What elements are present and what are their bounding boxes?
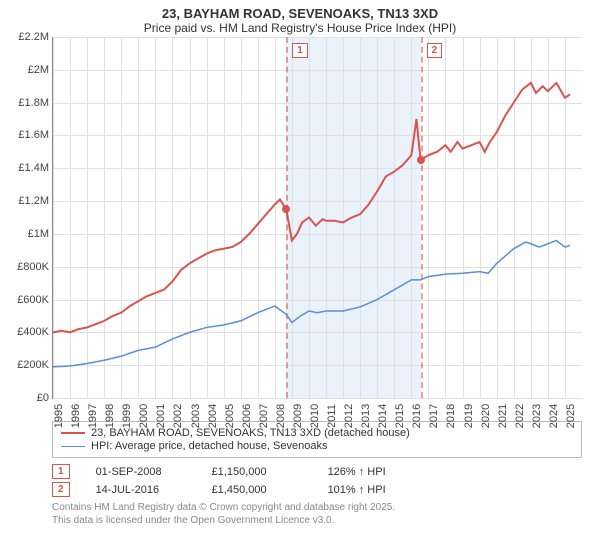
x-tick-label: 2004	[207, 404, 219, 428]
x-tick-label: 2001	[155, 404, 167, 428]
grid-h	[53, 398, 582, 399]
x-tick-label: 2007	[258, 404, 270, 428]
series-line	[53, 240, 570, 366]
x-tick-label: 1999	[121, 404, 133, 428]
y-tick-label: £200K	[17, 359, 53, 371]
legend-swatch	[61, 446, 85, 447]
sales-row: 2 14-JUL-2016 £1,450,000 101% ↑ HPI	[52, 482, 582, 497]
footer-line2: This data is licensed under the Open Gov…	[52, 514, 582, 527]
sales-date: 01-SEP-2008	[96, 466, 186, 478]
marker-badge: 1	[292, 43, 308, 58]
x-tick-label: 2018	[445, 404, 457, 428]
y-tick-label: £1.6M	[18, 129, 53, 141]
y-tick-label: £600K	[17, 294, 53, 306]
x-tick-label: 2005	[224, 404, 236, 428]
y-tick-label: £1.2M	[18, 195, 53, 207]
sales-price: £1,450,000	[212, 484, 302, 496]
x-tick-label: 2023	[531, 404, 543, 428]
x-tick-label: 2002	[172, 404, 184, 428]
footer-line1: Contains HM Land Registry data © Crown c…	[52, 501, 582, 514]
x-tick-label: 2012	[343, 404, 355, 428]
plot-region: £0£200K£400K£600K£800K£1M£1.2M£1.4M£1.6M…	[52, 37, 582, 399]
x-tick-label: 2008	[275, 404, 287, 428]
x-tick-label: 2025	[565, 404, 577, 428]
y-tick-label: £800K	[17, 261, 53, 273]
x-tick-label: 2024	[548, 404, 560, 428]
y-tick-label: £2M	[28, 64, 53, 76]
sales-date: 14-JUL-2016	[96, 484, 186, 496]
legend-item: HPI: Average price, detached house, Seve…	[61, 440, 573, 452]
series-svg	[53, 37, 582, 398]
x-tick-label: 2009	[292, 404, 304, 428]
legend-item: 23, BAYHAM ROAD, SEVENOAKS, TN13 3XD (de…	[61, 427, 573, 439]
x-tick-label: 2003	[190, 404, 202, 428]
x-tick-label: 1996	[70, 404, 82, 428]
y-tick-label: £1.4M	[18, 162, 53, 174]
marker-dot	[282, 205, 290, 213]
y-tick-label: £2.2M	[18, 31, 53, 43]
x-tick-label: 2015	[394, 404, 406, 428]
y-tick-label: £400K	[17, 326, 53, 338]
legend-label: 23, BAYHAM ROAD, SEVENOAKS, TN13 3XD (de…	[91, 427, 410, 439]
sales-delta: 101% ↑ HPI	[328, 484, 386, 496]
x-tick-label: 2014	[377, 404, 389, 428]
title-line2: Price paid vs. HM Land Registry's House …	[0, 21, 600, 35]
sales-table: 1 01-SEP-2008 £1,150,000 126% ↑ HPI 2 14-JUL-…	[52, 464, 582, 497]
x-tick-label: 2022	[514, 404, 526, 428]
x-tick-label: 1995	[53, 404, 65, 428]
x-tick-label: 2011	[326, 404, 338, 428]
x-tick-label: 2006	[241, 404, 253, 428]
x-tick-label: 2010	[309, 404, 321, 428]
x-tick-label: 1997	[87, 404, 99, 428]
x-tick-label: 2019	[463, 404, 475, 428]
title-line1: 23, BAYHAM ROAD, SEVENOAKS, TN13 3XD	[0, 6, 600, 21]
x-tick-label: 2021	[497, 404, 509, 428]
chart-title: 23, BAYHAM ROAD, SEVENOAKS, TN13 3XD Pri…	[0, 0, 600, 37]
sales-row: 1 01-SEP-2008 £1,150,000 126% ↑ HPI	[52, 464, 582, 479]
series-line	[53, 83, 570, 332]
y-tick-label: £0	[37, 392, 53, 404]
x-tick-label: 2016	[411, 404, 423, 428]
marker-dot	[417, 156, 425, 164]
footer-text: Contains HM Land Registry data © Crown c…	[52, 501, 582, 527]
x-tick-label: 1998	[104, 404, 116, 428]
y-tick-label: £1M	[28, 228, 53, 240]
x-tick-label: 2020	[480, 404, 492, 428]
x-tick-label: 2013	[360, 404, 372, 428]
sales-delta: 126% ↑ HPI	[328, 466, 386, 478]
legend-swatch	[61, 432, 85, 434]
sales-badge: 2	[52, 482, 70, 497]
legend-label: HPI: Average price, detached house, Seve…	[91, 440, 327, 452]
y-tick-label: £1.8M	[18, 97, 53, 109]
sales-badge: 1	[52, 464, 70, 479]
sales-price: £1,150,000	[212, 466, 302, 478]
marker-badge: 2	[427, 43, 443, 58]
x-tick-label: 2000	[138, 404, 150, 428]
x-tick-label: 2017	[428, 404, 440, 428]
chart-area: £0£200K£400K£600K£800K£1M£1.2M£1.4M£1.6M…	[52, 37, 582, 417]
